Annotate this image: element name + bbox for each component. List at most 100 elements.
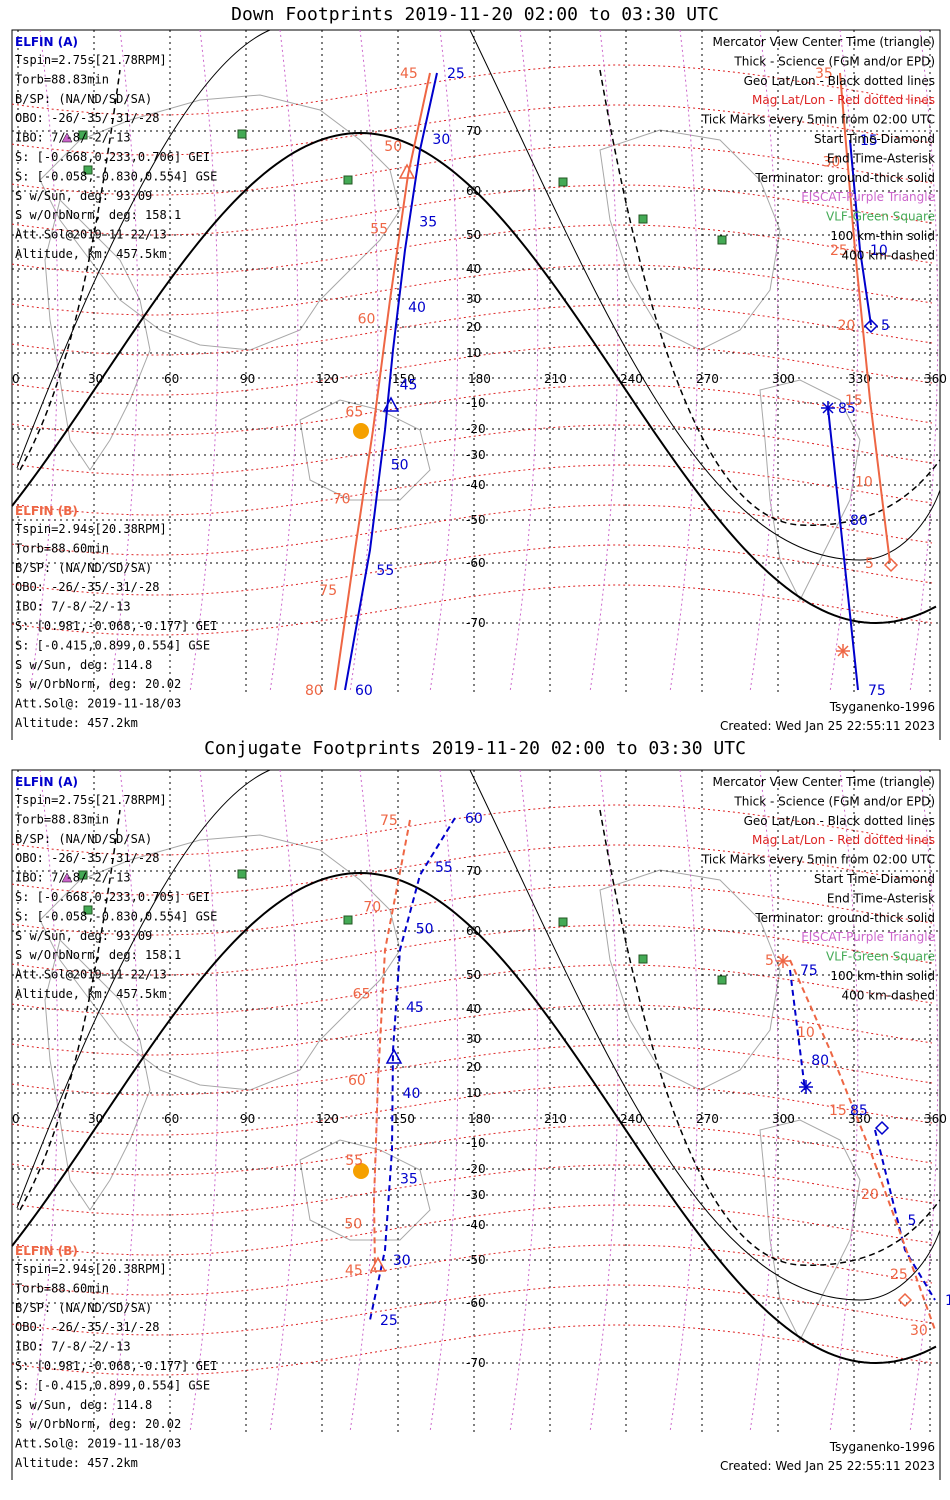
elfin-b-info-line: Altitude: 457.2km [15, 716, 138, 730]
elfin-b-tick-label: 70 [363, 900, 381, 916]
vlf-square-icon [343, 915, 353, 925]
vlf-square-icon [83, 165, 93, 175]
terminator-400km [19, 809, 941, 1266]
mag-parallel [11, 884, 933, 936]
eiscat-triangle-icon [61, 872, 73, 883]
mag-meridian [909, 769, 939, 1433]
mag-parallel [11, 1204, 933, 1256]
elfin-b-tick-label: 5 [865, 556, 874, 572]
elfin-a-info-line: IBO: 7/-8/-2/-13 [15, 131, 131, 145]
lon-label: 210 [544, 1112, 567, 1126]
elfin-b-info-line: IBO: 7/-8/-2/-13 [15, 1340, 131, 1354]
elfin-a-info-line: S w/OrbNorm, deg: 158.1 [15, 208, 181, 222]
legend-line: End Time-Asterisk [827, 891, 935, 905]
lat-label: 60 [466, 924, 481, 938]
model-label: Tsyganenko-1996 [829, 1440, 935, 1454]
elfin-b-track [372, 819, 411, 1271]
vlf-square-icon [78, 870, 88, 880]
elfin-a-tick-label: 5 [881, 318, 890, 334]
lon-label: 330 [848, 1112, 871, 1126]
lon-label: 30 [88, 372, 103, 386]
map-frame [11, 29, 941, 740]
lat-label: 20 [466, 1060, 481, 1074]
legend-line: Tick Marks every 5min from 02:00 UTC [701, 853, 935, 867]
legend-line: Mag Lat/Lon - Red dotted lines [752, 93, 935, 107]
vlf-square-icon [558, 917, 568, 927]
legend-line: End Time-Asterisk [827, 151, 935, 165]
lat-label: -40 [466, 478, 486, 492]
lon-label: 60 [164, 372, 179, 386]
vlf-square-icon [558, 177, 568, 187]
legend-line: Tick Marks every 5min from 02:00 UTC [701, 113, 935, 127]
elfin-a-tick-label: 25 [380, 1313, 398, 1329]
mag-parallel [11, 464, 933, 516]
mag-parallel [11, 1324, 933, 1376]
legend-line: Terminator: ground-thick solid [754, 911, 935, 925]
elfin-b-info-line: Altitude: 457.2km [15, 1456, 138, 1470]
lat-label: 30 [466, 1032, 481, 1046]
lat-label: -40 [466, 1218, 486, 1232]
legend-line: Mag Lat/Lon - Red dotted lines [752, 833, 935, 847]
elfin-b-info-line: S: [-0.415,0.899,0.554] GSE [15, 638, 210, 652]
lon-label: 0 [12, 372, 20, 386]
lon-label: 120 [316, 1112, 339, 1126]
elfin-a-track-2 [789, 969, 806, 1091]
sun-icon [353, 1163, 369, 1179]
lat-label: 10 [466, 346, 481, 360]
lat-label: 40 [466, 262, 481, 276]
elfin-a-track-3 [874, 1129, 936, 1301]
diamond-icon [863, 318, 879, 334]
mag-parallel [11, 1124, 933, 1176]
lat-label: -50 [466, 1253, 486, 1267]
elfin-a-tick-label: 75 [800, 963, 818, 979]
elfin-a-info-line: Tspin=2.75s[21.78RPM] [15, 53, 167, 67]
mag-parallel [11, 224, 933, 276]
elfin-b-tick-label: 30 [823, 155, 841, 171]
lat-label: -50 [466, 513, 486, 527]
lat-label: -70 [466, 616, 486, 630]
triangle-icon [398, 163, 416, 179]
panel-title-conjugate: Conjugate Footprints 2019-11-20 02:00 to… [204, 738, 746, 759]
mag-meridian [269, 29, 299, 693]
continent-outline [759, 379, 861, 602]
elfin-a-info-line: Torb=88.83min [15, 72, 109, 86]
elfin-b-tick-label: 70 [333, 492, 351, 508]
elfin-a-info-line: S w/OrbNorm, deg: 158.1 [15, 948, 181, 962]
lon-label: 60 [164, 1112, 179, 1126]
elfin-b-tick-label: 15 [845, 393, 863, 409]
elfin-b-tick-label: 35 [815, 66, 833, 82]
elfin-a-tick-label: 25 [447, 66, 465, 82]
lon-label: 270 [696, 1112, 719, 1126]
lat-label: 50 [466, 228, 481, 242]
mag-parallel [11, 1164, 933, 1216]
continent-outline [599, 869, 781, 1091]
elfin-a-tick-label: 35 [400, 1172, 418, 1188]
elfin-b-info-line: Tspin=2.94s[20.38RPM] [15, 1262, 167, 1276]
terminator-ground [11, 131, 937, 624]
elfin-a-info-line: S: [-0.668,0.233,0.706] GEI [15, 150, 210, 164]
lat-label: -10 [466, 1136, 486, 1150]
legend-line: Start Time-Diamond [814, 132, 935, 146]
elfin-b-tick-label: 45 [400, 66, 418, 82]
vlf-square-icon [717, 975, 727, 985]
elfin-a-tick-label: 50 [416, 922, 434, 938]
elfin-a-tick-label: 45 [406, 1000, 424, 1016]
asterisk-icon [837, 645, 849, 657]
mag-parallel [11, 924, 933, 976]
diamond-icon [874, 1120, 890, 1136]
mag-meridian [429, 769, 459, 1433]
elfin-a-info-line: Att.Sol@2019-11-22/13 [15, 968, 167, 982]
legend-line: EISCAT-Purple Triangle [801, 930, 935, 944]
mag-meridian [109, 769, 139, 1433]
mag-parallel [11, 1044, 933, 1096]
elfin-b-tick-label: 30 [910, 1323, 928, 1339]
mag-parallel [11, 504, 933, 556]
elfin-a-track [369, 817, 456, 1321]
elfin-a-track [344, 72, 438, 691]
elfin-a-tick-label: 30 [432, 132, 450, 148]
elfin-b-tick-label: 10 [855, 475, 873, 491]
mag-parallel [11, 64, 933, 116]
vlf-square-icon [717, 235, 727, 245]
elfin-b-info-line: OBO: -26/-35/-31/-28 [15, 580, 160, 594]
elfin-b-info-line: S w/Sun, deg: 114.8 [15, 1398, 152, 1412]
